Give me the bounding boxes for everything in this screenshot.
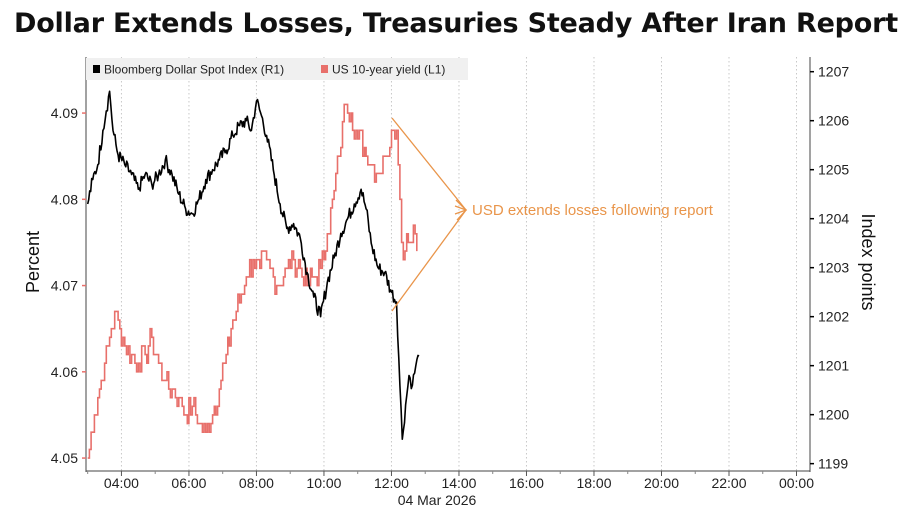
left-tick-label-4.07: 4.07 bbox=[51, 278, 78, 294]
left-tick-label-4.05: 4.05 bbox=[51, 450, 78, 466]
right-tick-label-1201: 1201 bbox=[818, 358, 849, 374]
y-axis-right-title: Index points bbox=[858, 213, 878, 310]
right-tick-label-1205: 1205 bbox=[818, 162, 849, 178]
x-tick-label-0400: 04:00 bbox=[104, 475, 139, 491]
x-tick-label-2000: 20:00 bbox=[644, 475, 679, 491]
x-axis: 04:00 06:00 08:00 10:00 12:00 14:00 16:00 18:00… bbox=[87, 471, 814, 491]
right-tick-label-1203: 1203 bbox=[818, 260, 849, 276]
x-tick-label-1000: 10:00 bbox=[306, 475, 341, 491]
right-tick-label-1207: 1207 bbox=[818, 64, 849, 80]
annotation-arrow-upper bbox=[391, 117, 467, 211]
x-tick-label-1400: 14:00 bbox=[441, 475, 476, 491]
chart-title: Dollar Extends Losses, Treasuries Steady… bbox=[14, 8, 898, 39]
right-axis: 1199 1200 1201 1202 1203 1204 1205 1206 1207 bbox=[810, 64, 849, 472]
x-tick-label-1600: 16:00 bbox=[509, 475, 544, 491]
series-bloomberg-dollar-spot-index bbox=[86, 90, 420, 440]
legend: Bloomberg Dollar Spot Index (R1) US 10-y… bbox=[86, 58, 468, 80]
series-layer bbox=[86, 90, 420, 459]
x-tick-label-2200: 22:00 bbox=[711, 475, 746, 491]
right-tick-label-1202: 1202 bbox=[818, 309, 849, 325]
annotation: USD extends losses following report bbox=[391, 117, 714, 312]
legend-swatch-yield bbox=[321, 65, 328, 73]
series-us-10-year-yield bbox=[87, 103, 418, 459]
legend-label-yield: US 10-year yield (L1) bbox=[332, 63, 445, 77]
right-tick-label-1204: 1204 bbox=[818, 211, 849, 227]
legend-label-dollar: Bloomberg Dollar Spot Index (R1) bbox=[104, 63, 284, 77]
right-tick-label-1199: 1199 bbox=[818, 456, 848, 472]
x-tick-label-1200: 12:00 bbox=[374, 475, 409, 491]
left-axis: 4.05 4.06 4.07 4.08 4.09 bbox=[51, 105, 86, 466]
x-tick-label-0600: 06:00 bbox=[171, 475, 206, 491]
annotation-text: USD extends losses following report bbox=[472, 202, 714, 219]
annotation-arrow-lower bbox=[391, 209, 467, 312]
plot-background bbox=[86, 57, 810, 471]
right-tick-label-1200: 1200 bbox=[818, 407, 849, 423]
left-tick-label-4.09: 4.09 bbox=[51, 105, 78, 121]
x-tick-label-1800: 18:00 bbox=[576, 475, 611, 491]
annotation-arrowhead-lower bbox=[454, 205, 468, 221]
x-tick-label-0000: 00:00 bbox=[779, 475, 814, 491]
y-axis-left-title: Percent bbox=[23, 231, 43, 293]
legend-swatch-dollar bbox=[93, 65, 100, 73]
legend-background bbox=[86, 58, 468, 80]
grid-lines bbox=[85, 57, 811, 472]
x-axis-date-label: 04 Mar 2026 bbox=[398, 492, 477, 508]
left-tick-label-4.08: 4.08 bbox=[51, 191, 78, 207]
right-tick-label-1206: 1206 bbox=[818, 113, 849, 129]
left-tick-label-4.06: 4.06 bbox=[51, 364, 78, 380]
x-tick-label-0800: 08:00 bbox=[239, 475, 274, 491]
